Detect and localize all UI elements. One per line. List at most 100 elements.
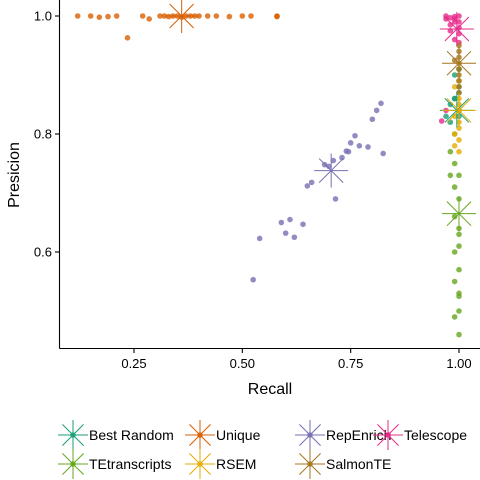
- point-4-0: [451, 213, 458, 220]
- point-3-1: [447, 14, 454, 21]
- point-2-15: [347, 140, 354, 146]
- point-2-18: [365, 144, 371, 150]
- y-tick-label-1: 0.8: [34, 127, 52, 142]
- point-1-24: [274, 13, 280, 20]
- point-1-0: [74, 13, 81, 19]
- point-6-7: [456, 84, 462, 90]
- mean-marker-3: [439, 11, 474, 46]
- point-1-8: [157, 13, 163, 19]
- point-2-0: [250, 276, 256, 283]
- x-axis-ticks: 0.25 0.50 0.75 1.00: [121, 348, 472, 371]
- legend-item-2: RepEnrich: [295, 420, 391, 450]
- x-axis-label: Recall: [248, 381, 292, 398]
- point-5-0: [451, 131, 458, 137]
- point-2-5: [287, 216, 293, 223]
- legend-item-5: RSEM: [185, 449, 256, 479]
- point-4-10: [456, 331, 462, 338]
- point-6-8: [456, 89, 462, 96]
- point-5-3: [451, 113, 458, 120]
- point-2-6: [300, 221, 306, 228]
- legend-label-1: Unique: [216, 427, 261, 443]
- point-2-1: [256, 235, 263, 242]
- x-tick-label-1: 0.50: [230, 356, 255, 371]
- legend-item-1: Unique: [185, 420, 261, 450]
- point-2-2: [278, 219, 285, 226]
- point-1-19: [213, 13, 220, 19]
- legend-item-0: Best Random: [58, 420, 174, 450]
- legend-label-5: RSEM: [216, 456, 256, 472]
- point-4-11: [451, 184, 458, 190]
- legend-label-4: TEtranscripts: [89, 456, 171, 472]
- point-1-3: [105, 13, 111, 20]
- legend: Best Random Unique RepEnrich Telescope TEtra…: [58, 420, 467, 479]
- point-0-5: [451, 72, 458, 78]
- point-2-10: [326, 163, 332, 170]
- point-3-13: [438, 118, 445, 124]
- y-tick-label-2: 1.0: [34, 9, 52, 24]
- y-tick-label-0: 0.6: [34, 245, 52, 260]
- mean-marker-6: [442, 46, 476, 81]
- legend-key-star-4: [58, 449, 88, 479]
- point-5-9: [456, 148, 462, 155]
- point-3-15: [451, 16, 458, 22]
- point-5-10: [451, 143, 458, 149]
- point-2-12: [332, 196, 339, 202]
- point-4-4: [456, 243, 462, 249]
- legend-item-6: SalmonTE: [295, 449, 391, 479]
- point-1-1: [87, 13, 94, 19]
- point-1-10: [165, 13, 172, 20]
- point-4-17: [447, 172, 454, 179]
- point-2-7: [304, 183, 311, 189]
- legend-label-0: Best Random: [89, 427, 174, 443]
- point-4-2: [456, 231, 462, 238]
- x-tick-label-0: 0.25: [121, 356, 146, 371]
- point-1-5: [124, 35, 131, 41]
- legend-key-star-1: [185, 420, 215, 450]
- point-6-6: [456, 42, 462, 49]
- point-2-21: [378, 100, 384, 107]
- mean-marker-1: [164, 0, 199, 33]
- point-2-20: [373, 107, 380, 114]
- mean-marker-2: [314, 153, 349, 188]
- point-4-3: [451, 249, 458, 255]
- legend-item-3: Telescope: [373, 420, 467, 450]
- point-4-12: [456, 172, 462, 179]
- legend-key-star-6: [295, 449, 325, 479]
- legend-key-star-5: [185, 449, 215, 479]
- point-1-2: [96, 14, 103, 20]
- point-0-7: [447, 119, 454, 125]
- point-2-4: [291, 234, 298, 241]
- legend-key-star-0: [58, 420, 88, 450]
- point-3-4: [456, 19, 462, 25]
- y-axis-label: Presicion: [6, 142, 23, 208]
- point-3-12: [443, 16, 449, 22]
- point-2-22: [380, 150, 386, 157]
- y-axis-ticks: 0.6 0.8 1.0: [34, 9, 60, 260]
- point-4-13: [451, 160, 458, 167]
- point-0-9: [451, 95, 458, 102]
- point-6-9: [451, 57, 458, 64]
- point-6-5: [456, 78, 462, 84]
- point-1-9: [161, 13, 168, 19]
- point-3-9: [451, 36, 458, 43]
- legend-item-4: TEtranscripts: [58, 449, 171, 479]
- point-1-7: [146, 16, 152, 22]
- point-4-6: [451, 278, 458, 285]
- point-4-16: [456, 293, 462, 300]
- point-3-3: [456, 13, 462, 19]
- mean-marker-4: [442, 196, 476, 231]
- point-5-8: [456, 137, 462, 143]
- point-2-23: [345, 148, 352, 155]
- point-2-16: [352, 132, 358, 139]
- point-0-0: [443, 113, 449, 120]
- point-1-20: [226, 13, 233, 20]
- mean-marker-5: [442, 93, 476, 128]
- point-5-6: [451, 84, 458, 90]
- x-tick-label-2: 0.75: [338, 356, 363, 371]
- point-4-8: [456, 308, 462, 314]
- point-2-3: [282, 230, 289, 236]
- x-tick-label-3: 1.00: [446, 356, 471, 371]
- point-1-21: [239, 13, 246, 19]
- legend-label-2: RepEnrich: [326, 427, 391, 443]
